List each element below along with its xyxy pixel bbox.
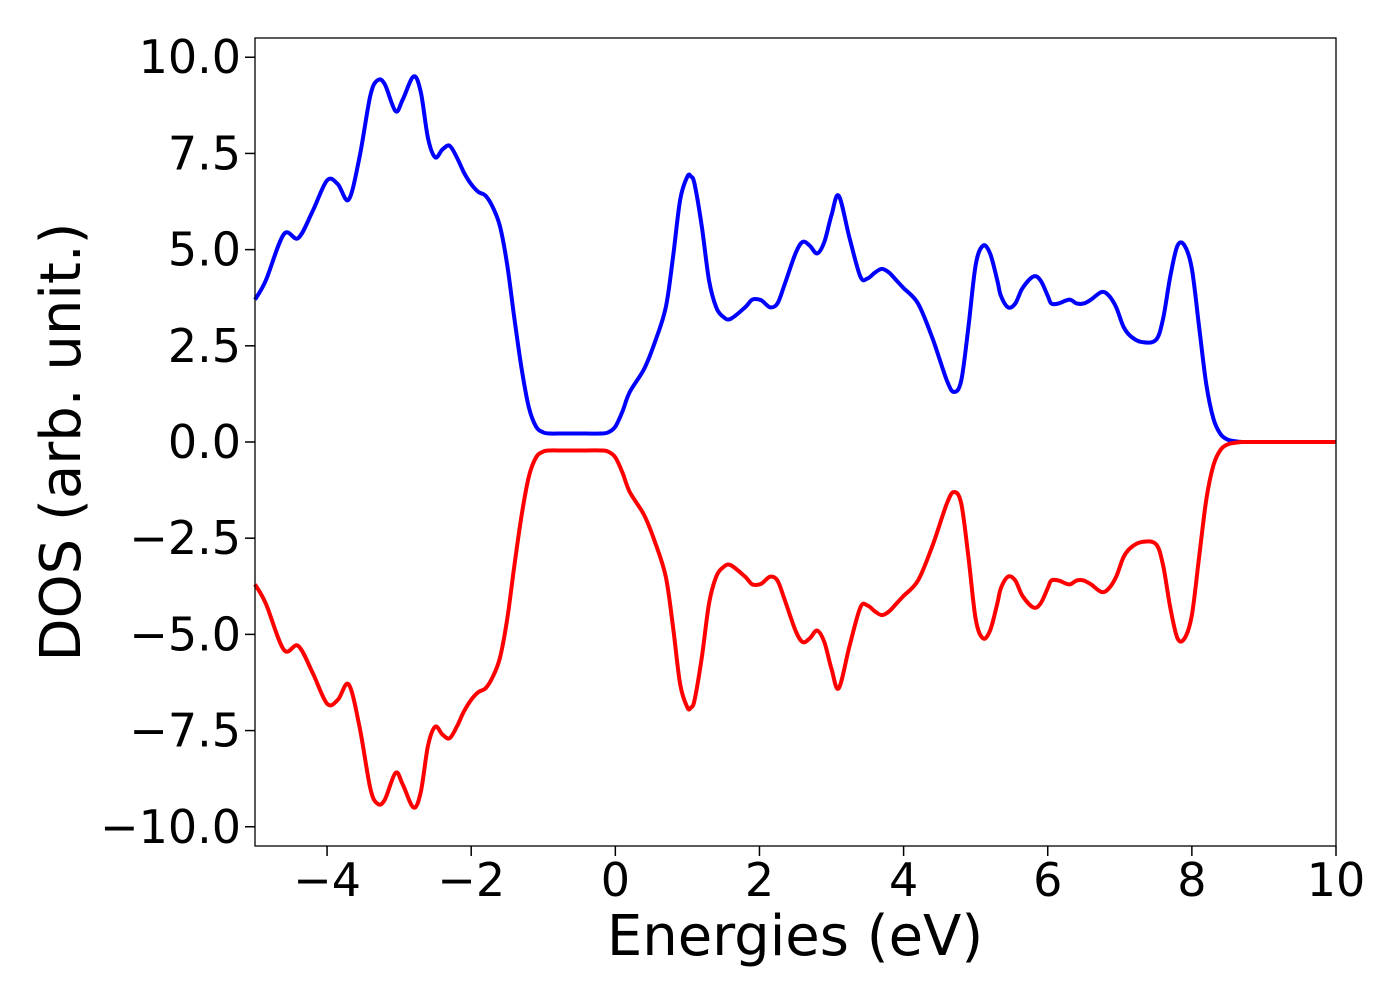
plot-frame xyxy=(254,37,1337,847)
x-tick-label: 4 xyxy=(889,853,918,907)
y-axis-label: DOS (arb. unit.) xyxy=(29,222,94,661)
x-tick-label: 2 xyxy=(745,853,774,907)
y-tick-label: 7.5 xyxy=(168,126,241,180)
y-tick-label: −5.0 xyxy=(129,607,241,661)
x-tick-label: 10 xyxy=(1307,853,1366,907)
series-line-2 xyxy=(253,439,1336,810)
y-tick-label: −10.0 xyxy=(100,800,241,854)
y-tick-label: −2.5 xyxy=(129,511,241,565)
x-axis-label: Energies (eV) xyxy=(607,904,983,969)
plot-lines xyxy=(253,74,1336,810)
x-axis: −4 −2 0 2 4 6 8 10 xyxy=(293,846,1365,907)
x-tick-label: 0 xyxy=(601,853,630,907)
x-tick-label: −2 xyxy=(437,853,505,907)
y-axis: 10.0 7.5 5.0 2.5 0.0 −2.5 −5.0 −7.5 −10.0 xyxy=(100,30,255,854)
y-tick-label: 5.0 xyxy=(168,223,241,277)
x-tick-label: 8 xyxy=(1177,853,1206,907)
series-line-1 xyxy=(253,74,1336,445)
y-tick-label: −7.5 xyxy=(129,704,241,758)
x-tick-label: 6 xyxy=(1033,853,1062,907)
y-tick-label: 10.0 xyxy=(139,30,241,84)
x-tick-label: −4 xyxy=(293,853,361,907)
y-tick-label: 0.0 xyxy=(168,415,241,469)
y-tick-label: 2.5 xyxy=(168,319,241,373)
